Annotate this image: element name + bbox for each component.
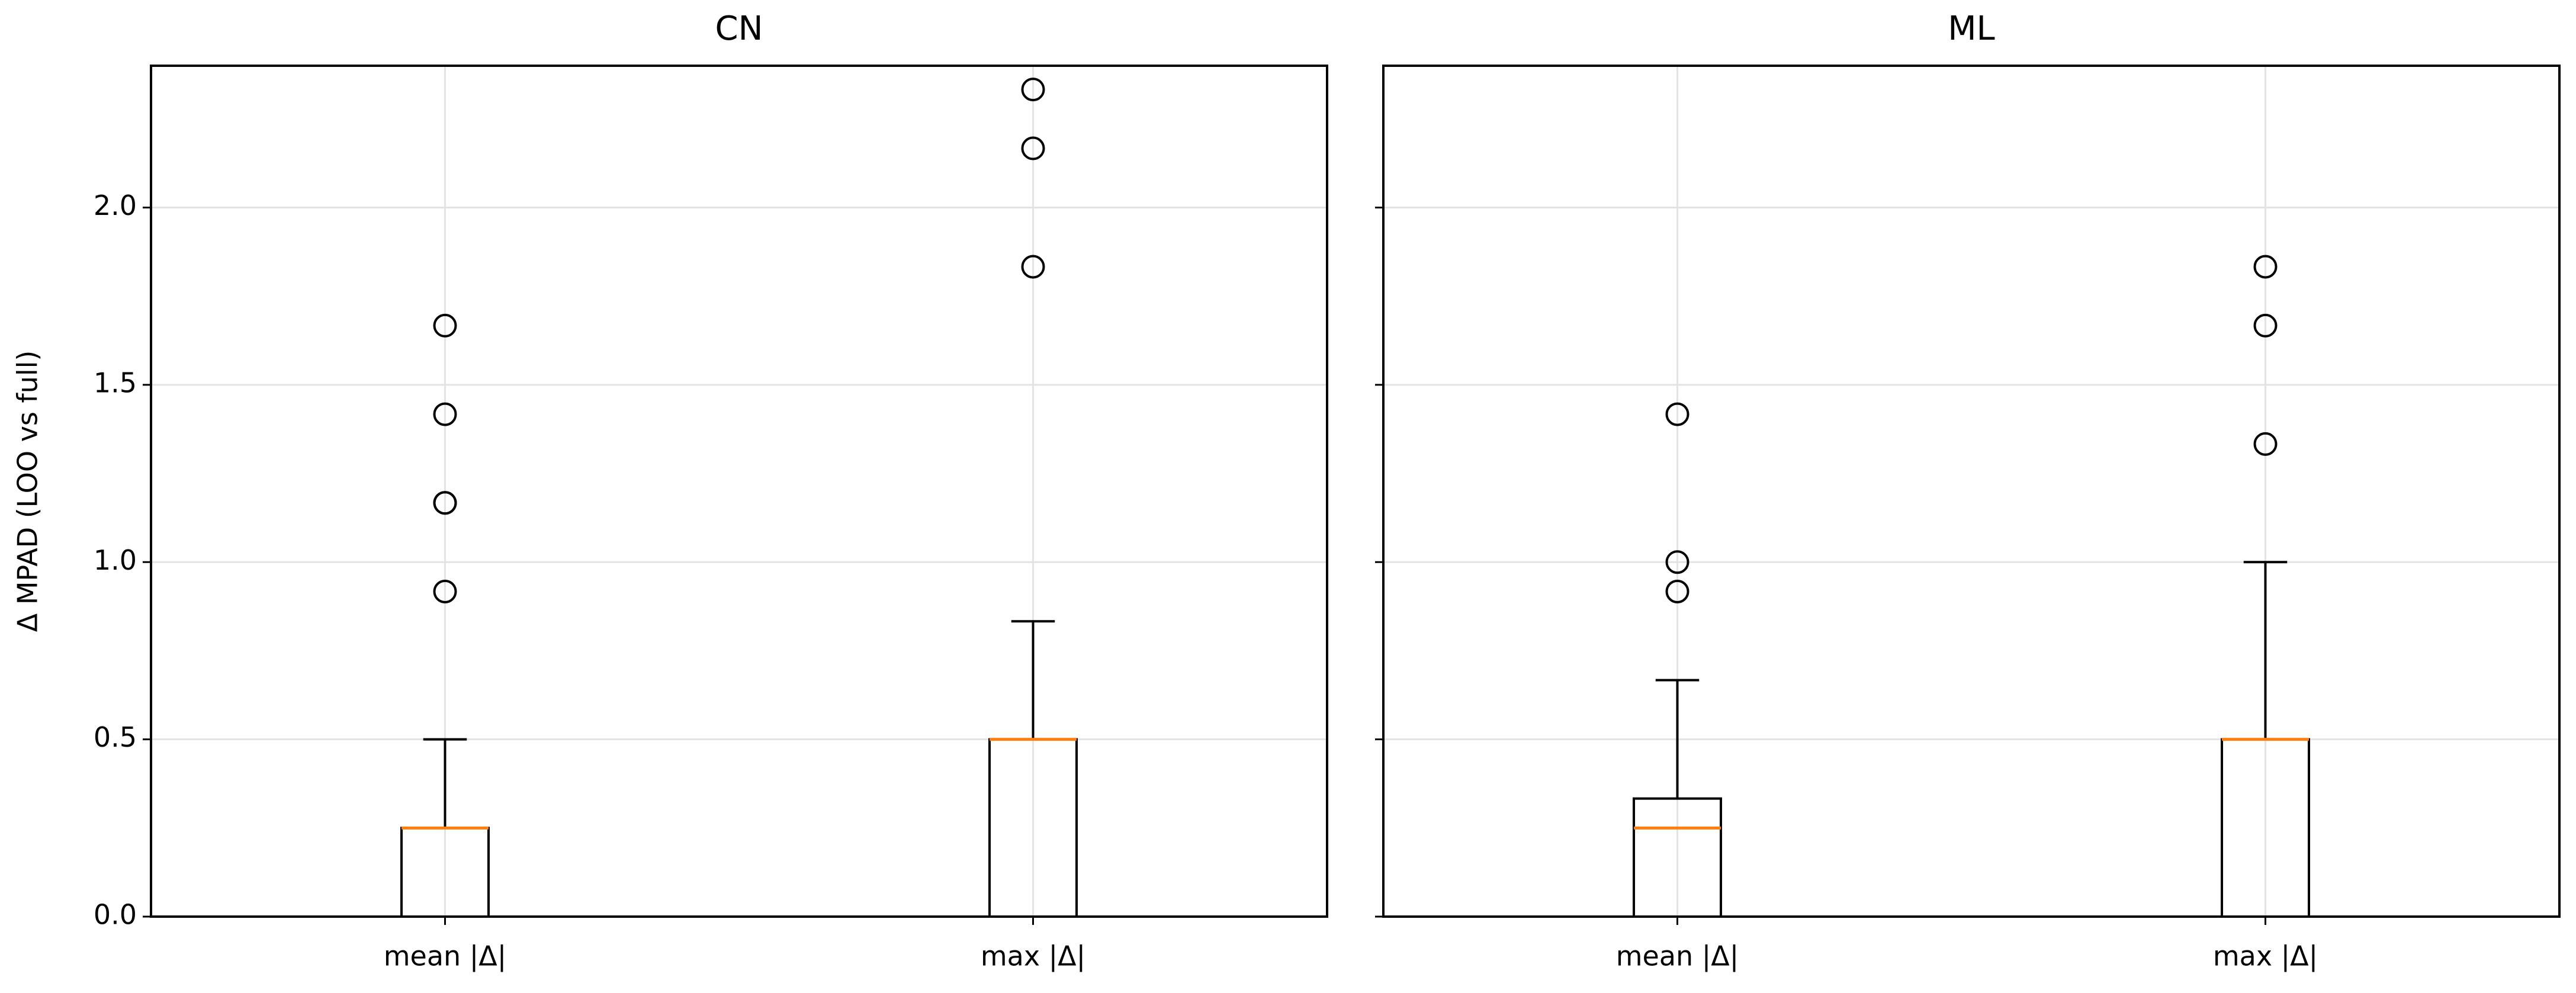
outlier: [1021, 78, 1045, 102]
outlier: [1021, 136, 1045, 160]
outlier: [433, 579, 457, 603]
plot-frame: [1382, 65, 2561, 918]
outlier: [2253, 432, 2278, 456]
y-tick-label: 1.0: [94, 544, 137, 576]
x-tick-label: mean |Δ|: [1616, 940, 1739, 973]
x-tick-label: max |Δ|: [2213, 940, 2318, 973]
outlier: [2253, 255, 2278, 279]
y-tick-label: 0.0: [94, 899, 137, 931]
outlier: [2253, 313, 2278, 338]
outlier: [1665, 579, 1690, 603]
x-tick-label: mean |Δ|: [384, 940, 507, 973]
panel-title: ML: [1948, 9, 1995, 48]
outlier: [1665, 402, 1690, 426]
outlier: [433, 402, 457, 426]
panel-title: CN: [715, 9, 763, 48]
x-tick-label: max |Δ|: [981, 940, 1085, 973]
outlier: [1665, 550, 1690, 574]
outlier: [1021, 255, 1045, 279]
y-tick-label: 2.0: [94, 189, 137, 221]
outlier: [433, 313, 457, 338]
y-tick-label: 1.5: [94, 367, 137, 399]
y-axis-label: Δ MPAD (LOO vs full): [12, 351, 44, 632]
plot-frame: [150, 65, 1328, 918]
outlier: [433, 491, 457, 515]
y-tick-label: 0.5: [94, 721, 137, 753]
